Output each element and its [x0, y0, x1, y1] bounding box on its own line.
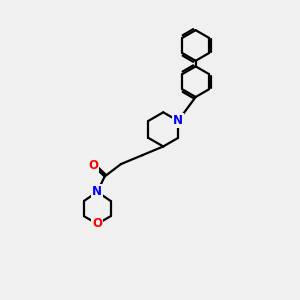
Text: N: N [92, 185, 102, 198]
Text: N: N [173, 114, 183, 127]
Text: O: O [88, 159, 98, 172]
Text: O: O [92, 218, 102, 230]
